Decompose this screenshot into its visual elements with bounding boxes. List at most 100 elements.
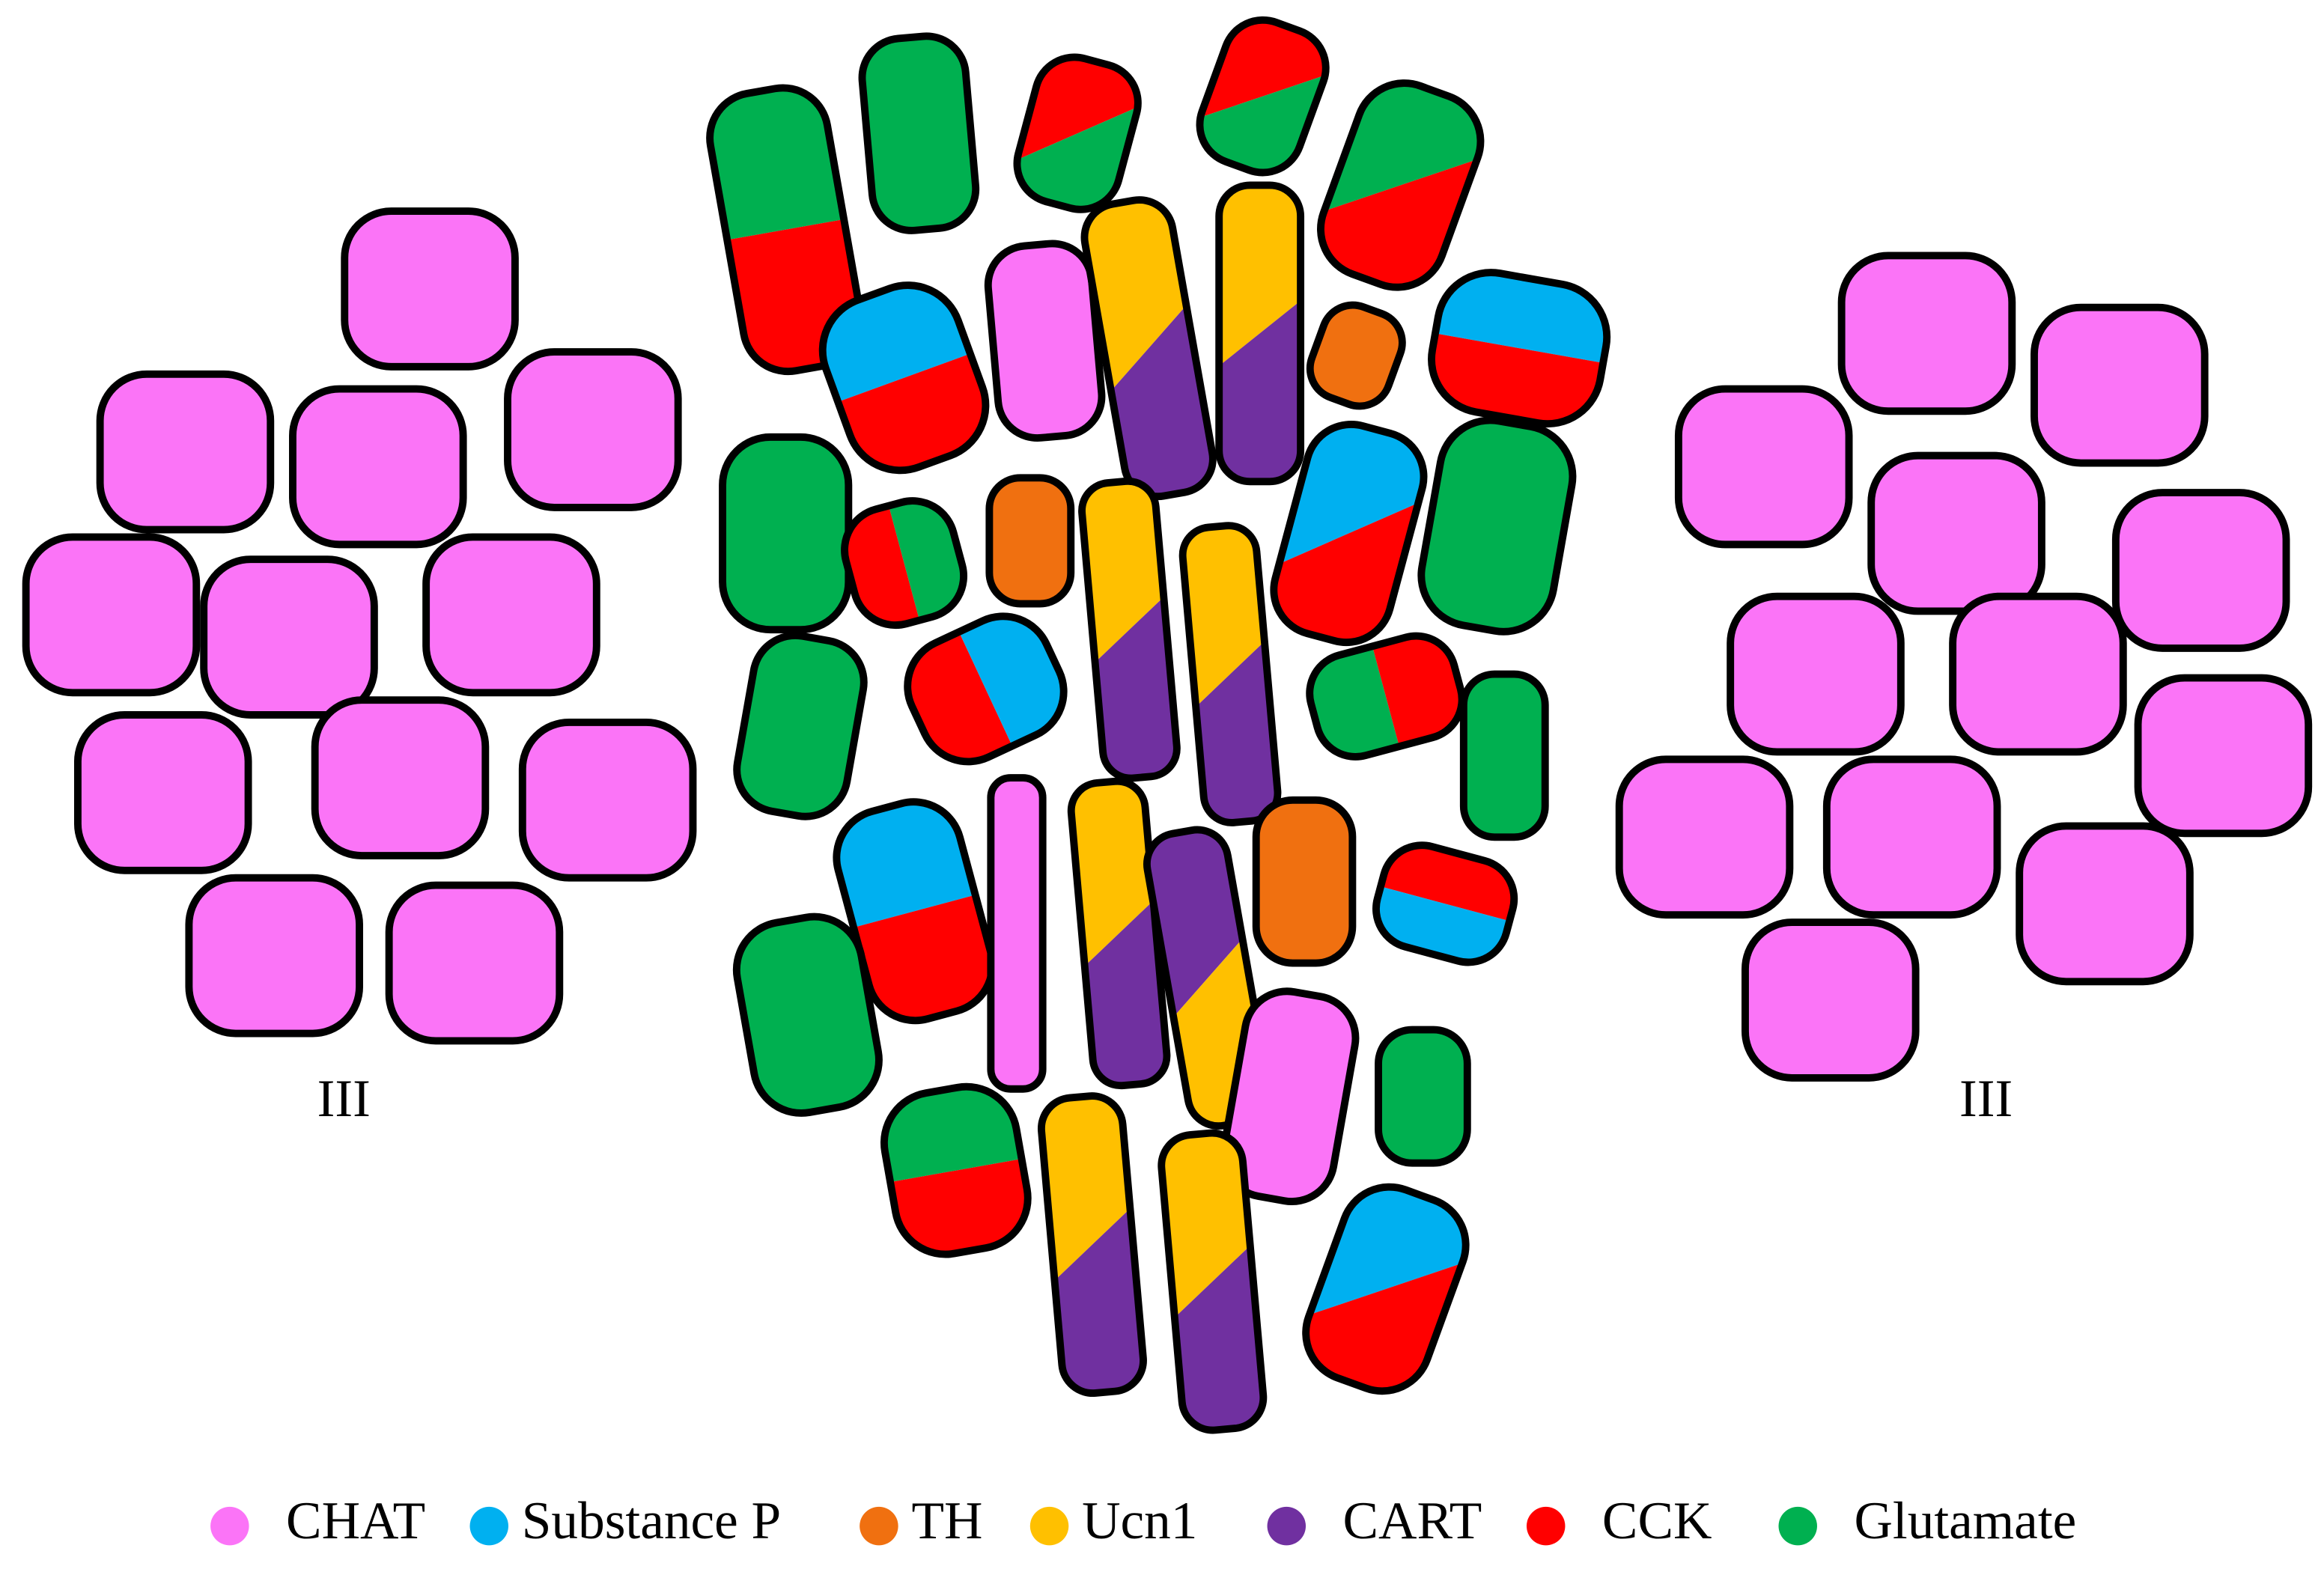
cell-outline	[1306, 301, 1406, 410]
cell-fill	[1301, 646, 1399, 766]
cell-fill	[890, 1159, 1036, 1263]
cell-fill	[702, 80, 845, 240]
cell-fill	[736, 916, 879, 1113]
cell-fill	[2034, 307, 2205, 463]
cell	[858, 32, 980, 234]
cell-fill	[737, 635, 864, 817]
cell-fill	[1016, 48, 1147, 160]
cell-outline	[1459, 670, 1549, 841]
cell	[1306, 301, 1406, 410]
cell-outline	[1674, 385, 1853, 549]
cell-fill	[1730, 596, 1901, 752]
cell-fill	[1619, 759, 1790, 916]
cell-outline	[833, 798, 997, 1025]
cell	[1423, 263, 1616, 433]
cell-outline	[1727, 592, 1905, 756]
cell-outline	[858, 32, 980, 234]
cell-outline	[904, 612, 1068, 766]
cell-outline	[1270, 421, 1428, 647]
legend-dot	[1029, 1506, 1069, 1546]
cell	[985, 474, 1075, 608]
cell	[200, 555, 378, 719]
legend-dot	[1526, 1506, 1566, 1546]
cell	[1008, 48, 1147, 219]
cell-outline	[385, 881, 564, 1045]
cell	[1037, 1092, 1147, 1397]
cell-fill	[1054, 1208, 1146, 1396]
cell-outline	[1822, 755, 2001, 919]
cell-fill	[1223, 991, 1356, 1202]
legend-label: Glutamate	[1854, 1492, 2076, 1550]
cell-outline	[732, 913, 883, 1117]
cell	[835, 491, 973, 635]
cell	[73, 711, 252, 874]
cell	[504, 348, 682, 511]
cell-fill	[1158, 1130, 1250, 1318]
cell-fill	[1084, 901, 1169, 1088]
cell	[311, 696, 490, 859]
cell	[518, 718, 697, 882]
cell-fill	[854, 895, 1003, 1032]
cell-fill	[1068, 779, 1154, 966]
cell-fill	[723, 436, 849, 630]
cell-outline	[422, 533, 600, 697]
region-label: III	[1959, 1070, 2013, 1128]
cell-outline	[518, 718, 697, 882]
cell	[1067, 777, 1171, 1090]
cell-fill	[1953, 596, 2123, 752]
cell	[1078, 477, 1181, 782]
cell-fill	[989, 478, 1071, 604]
cell	[1459, 670, 1549, 841]
cell-outline	[289, 385, 467, 549]
cell	[341, 207, 519, 371]
cell-fill	[1263, 502, 1419, 653]
cell-fill	[876, 1078, 1022, 1183]
cell	[1367, 836, 1524, 972]
cell-outline	[1302, 1183, 1470, 1395]
cell-fill	[189, 877, 360, 1034]
cell	[702, 80, 869, 379]
cell-outline	[1375, 1026, 1471, 1167]
cell-outline	[1837, 252, 2016, 415]
cell	[984, 240, 1106, 442]
cell-outline	[1220, 987, 1360, 1205]
cell	[1301, 627, 1471, 766]
cell	[1837, 252, 2016, 415]
cell	[1727, 592, 1905, 756]
cell-outline	[1867, 451, 2045, 615]
cell-fill	[1008, 106, 1139, 219]
cell-fill	[100, 374, 271, 530]
cell-fill	[1196, 641, 1280, 826]
cell	[719, 433, 853, 634]
cell-outline	[1037, 1092, 1147, 1397]
cell-fill	[522, 722, 693, 878]
cell	[1188, 8, 1337, 184]
cell-fill	[1421, 420, 1573, 632]
cell	[2111, 489, 2290, 652]
cell-fill	[988, 243, 1102, 439]
cell-outline	[1013, 53, 1142, 213]
cell-outline	[984, 240, 1106, 442]
cell-outline	[2134, 674, 2313, 838]
cell-outline	[1306, 632, 1466, 761]
cell-fill	[862, 36, 976, 231]
cell-outline	[200, 555, 378, 719]
cell-outline	[1317, 79, 1485, 291]
cell-outline	[1949, 592, 2127, 756]
cell-fill	[1372, 627, 1471, 747]
cell-outline	[341, 207, 519, 371]
cell-fill	[807, 269, 970, 402]
cell-fill	[1256, 799, 1353, 963]
cell	[807, 269, 1001, 486]
cell	[185, 874, 363, 1038]
legend-dot	[469, 1506, 508, 1546]
cell-fill	[838, 353, 1001, 486]
cell	[1742, 918, 1920, 1082]
cell	[1615, 755, 1794, 919]
cell-fill	[25, 537, 197, 693]
cell	[733, 631, 868, 820]
legend-label: CART	[1343, 1492, 1482, 1550]
cell-fill	[1841, 255, 2013, 412]
legend-dot	[1267, 1506, 1307, 1546]
